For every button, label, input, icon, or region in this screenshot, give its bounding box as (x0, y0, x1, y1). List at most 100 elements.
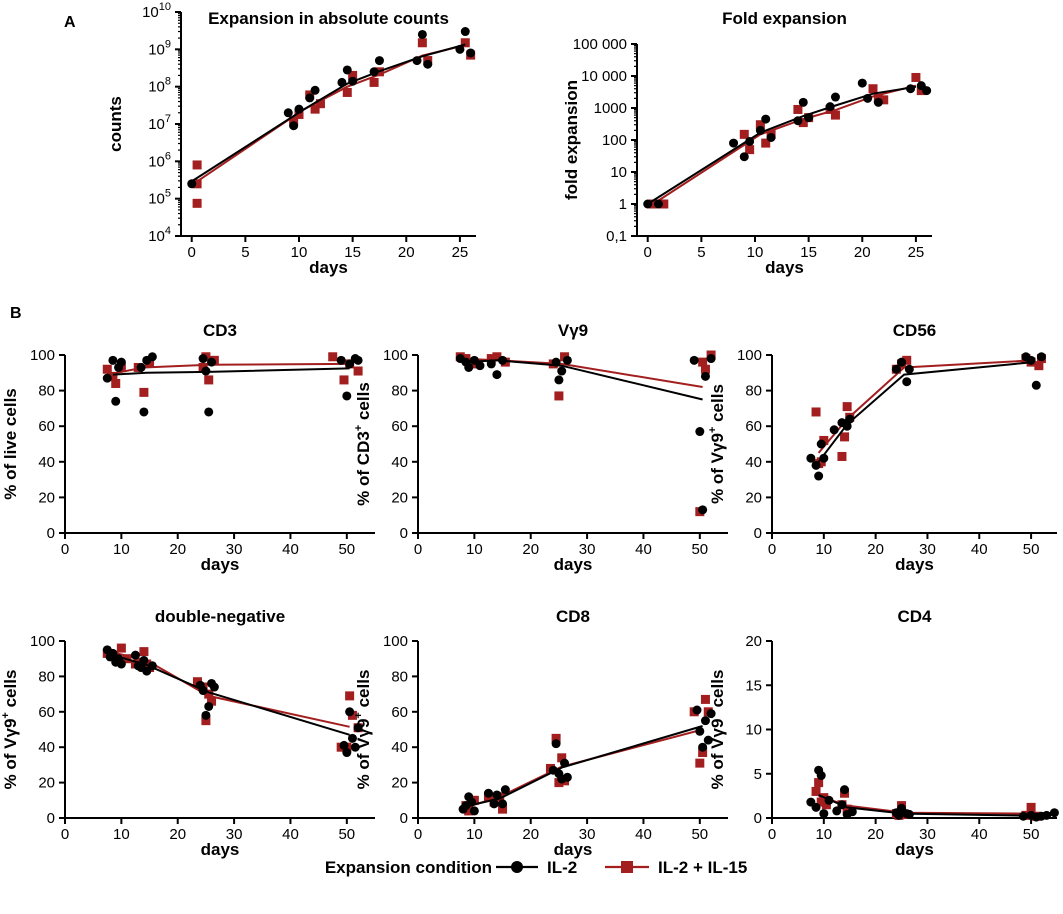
y-tick-label: 0 (400, 810, 408, 827)
data-point-il2 (814, 471, 824, 481)
y-tick-label: 0,1 (606, 228, 627, 245)
trend-line-il2 (647, 85, 917, 205)
data-point-il2 (902, 377, 912, 387)
data-point-il2 (350, 742, 360, 752)
data-point-il2-il15 (560, 352, 570, 362)
data-point-il2-il15 (793, 104, 803, 114)
chart-cd3: CD3 0 10 20 30 40 50 0 20 40 60 80 100 days % of live … (1, 321, 375, 574)
trend-line-il2 (112, 367, 350, 376)
chart-title: CD8 (556, 607, 590, 626)
data-point-il2 (486, 359, 496, 369)
data-point-il2 (904, 809, 914, 819)
data-point-il2 (904, 364, 914, 374)
y-axis-label: % of Vγ9+ cells (353, 670, 373, 790)
data-point-il2 (198, 354, 208, 364)
data-point-il2 (830, 92, 840, 102)
x-tick-label: 40 (635, 541, 652, 558)
trend-line-il2 (112, 654, 350, 736)
data-point-il2 (111, 396, 121, 406)
data-point-il2-il15 (139, 387, 149, 397)
data-point-il2 (342, 65, 352, 75)
y-tick-label: 20 (745, 489, 762, 506)
data-point-il2 (139, 407, 149, 417)
data-point-il2 (198, 686, 208, 696)
data-point-il2 (551, 357, 561, 367)
data-point-il2-il15 (830, 110, 840, 120)
trend-line-il2 (468, 725, 703, 807)
data-point-il2 (108, 648, 118, 658)
x-tick-label: 40 (282, 541, 299, 558)
data-point-il2 (201, 366, 211, 376)
y-tick-label: 0 (47, 810, 55, 827)
data-point-il2-il15 (198, 362, 208, 372)
y-tick-label: 60 (391, 418, 408, 435)
data-point-il2 (689, 355, 699, 365)
y-tick-label: 20 (391, 775, 408, 792)
data-point-il2 (806, 453, 816, 463)
data-point-il2 (811, 460, 821, 470)
x-tick-label: 0 (768, 541, 776, 558)
legend-il2-label: IL-2 (547, 858, 577, 877)
data-point-il2-il15 (328, 352, 338, 362)
data-point-il2 (819, 453, 829, 463)
y-axis-label: % of live cells (1, 388, 20, 500)
x-tick-label: 10 (747, 244, 764, 261)
x-axis-label: days (554, 840, 593, 859)
y-tick-label: 100 000 (573, 36, 627, 53)
y-axis-label: % of Vγ9+ cells (707, 384, 727, 504)
data-point-il2-il15 (868, 84, 878, 94)
x-tick-label: 5 (697, 244, 705, 261)
chart-fold-expansion: Fold expansion 0 5 10 15 20 25 0,1 1 10 100 1000 10 … (562, 9, 932, 277)
data-point-il2 (906, 84, 916, 94)
data-point-il2 (345, 707, 355, 717)
data-point-il2 (347, 733, 357, 743)
chart-title: Fold expansion (722, 9, 847, 28)
y-tick-label: 10 (745, 722, 762, 739)
data-point-il2-il15 (192, 160, 202, 170)
x-tick-label: 20 (867, 541, 884, 558)
data-point-il2 (766, 132, 776, 142)
x-axis-label: days (201, 840, 240, 859)
data-point-il2-il15 (294, 109, 304, 119)
chart-title: CD3 (203, 321, 237, 340)
x-tick-label: 50 (691, 826, 708, 843)
y-tick-label: 100 (30, 633, 55, 650)
data-point-il2-il15 (695, 758, 705, 768)
data-point-il2 (305, 93, 315, 103)
y-tick-label: 40 (38, 739, 55, 756)
x-tick-label: 0 (414, 541, 422, 558)
x-tick-label: 20 (522, 826, 539, 843)
data-point-il2 (842, 421, 852, 431)
trend-line-il2 (465, 359, 703, 401)
data-point-il2 (475, 361, 485, 371)
chart-title: Vγ9 (558, 321, 588, 340)
panel-label-a: A (64, 14, 76, 31)
data-point-il2-il15 (460, 38, 470, 48)
data-point-il2-il15 (348, 70, 358, 80)
data-point-il2-il15 (554, 778, 564, 788)
data-point-il2 (857, 78, 867, 88)
x-tick-label: 50 (691, 541, 708, 558)
data-point-il2 (204, 701, 214, 711)
legend: Expansion condition IL-2 IL-2 + IL-15 (325, 858, 747, 877)
data-point-il2-il15 (811, 407, 821, 417)
data-point-il2 (653, 199, 663, 209)
x-axis-label: days (765, 258, 804, 277)
data-point-il2 (824, 795, 834, 805)
data-point-il2 (706, 354, 716, 364)
y-tick-label: 100 (383, 347, 408, 364)
x-tick-label: 25 (908, 244, 925, 261)
chart-cd56: CD56 0 10 20 30 40 50 0 20 40 60 80 100 days % of Vγ9+… (707, 321, 1057, 574)
data-point-il2-il15 (557, 753, 567, 763)
y-tick-label: 100 (30, 347, 55, 364)
data-point-il2-il15 (486, 354, 496, 364)
data-point-il2-il15 (353, 366, 363, 376)
data-point-il2-il15 (310, 104, 320, 114)
y-tick-label: 20 (745, 633, 762, 650)
data-point-il2 (467, 797, 477, 807)
data-point-il2 (1042, 810, 1052, 820)
y-tick-label: 80 (391, 668, 408, 685)
x-tick-label: 30 (226, 826, 243, 843)
trend-line-il2-il15 (817, 359, 1034, 454)
